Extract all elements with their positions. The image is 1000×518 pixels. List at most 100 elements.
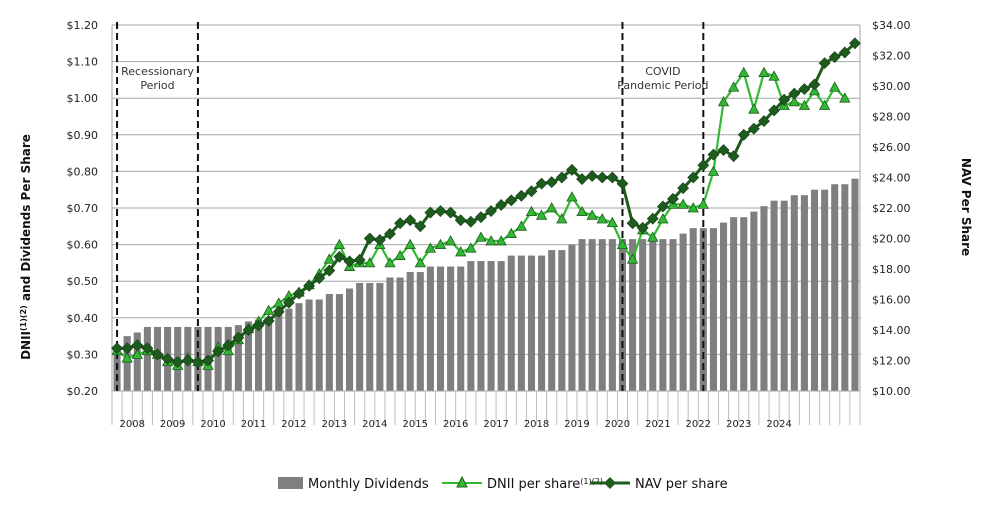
nav-point xyxy=(262,314,275,327)
dividend-bar xyxy=(346,288,354,391)
nav-point xyxy=(111,342,123,355)
dividend-bar xyxy=(720,222,728,391)
dnii-point xyxy=(687,202,699,213)
nav-point xyxy=(212,345,225,358)
nav-point xyxy=(555,171,568,184)
nav-point xyxy=(151,348,164,361)
dnii-point xyxy=(748,103,760,114)
dnii-point xyxy=(465,242,477,253)
dnii-point xyxy=(647,231,659,242)
right-tick-label: $26.00 xyxy=(872,141,911,154)
dividend-bar xyxy=(376,283,384,391)
nav-point xyxy=(161,353,174,365)
dividend-bar xyxy=(629,239,637,391)
left-tick-label: $0.80 xyxy=(67,165,99,178)
dnii-point xyxy=(333,238,346,250)
nav-point xyxy=(131,339,144,352)
year-label: 2009 xyxy=(160,419,185,430)
left-tick-label: $0.70 xyxy=(67,202,99,215)
nav-point xyxy=(424,206,437,219)
nav-point xyxy=(444,206,457,219)
year-label: 2024 xyxy=(766,419,791,430)
nav-point xyxy=(808,78,821,91)
dividend-bar xyxy=(760,206,768,391)
year-label: 2021 xyxy=(645,419,670,430)
dividend-bar xyxy=(679,233,687,391)
dividend-bar xyxy=(558,250,566,391)
nav-point xyxy=(818,57,831,70)
dnii-point xyxy=(566,191,578,202)
dividend-bar xyxy=(315,299,323,391)
year-label: 2011 xyxy=(241,419,266,430)
dnii-point xyxy=(556,213,568,224)
nav-point xyxy=(697,159,710,172)
nav-point xyxy=(576,173,588,185)
nav-point xyxy=(293,287,305,300)
left-tick-label: $0.50 xyxy=(67,275,99,288)
dnii-point xyxy=(414,257,426,268)
dividend-bar xyxy=(143,326,151,391)
nav-point xyxy=(252,319,265,332)
right-tick-label: $16.00 xyxy=(872,294,911,307)
dnii-point xyxy=(839,92,851,103)
dividend-bar xyxy=(467,261,475,391)
year-label: 2008 xyxy=(119,419,144,430)
legend-label-dnii: DNII per share(1)(2) xyxy=(487,477,603,493)
dnii-point xyxy=(626,253,639,264)
nav-point xyxy=(656,200,669,213)
nav-point xyxy=(323,264,336,277)
dividend-bar xyxy=(133,332,141,391)
period-annotation-line1: COVID xyxy=(645,65,680,78)
period-annotation-line2: Pandemic Period xyxy=(617,79,708,92)
nav-point xyxy=(303,279,316,292)
nav-point xyxy=(727,150,740,163)
dnii-point xyxy=(576,205,588,217)
nav-point xyxy=(737,128,750,141)
dividend-bar xyxy=(335,294,343,391)
nav-point xyxy=(626,217,639,230)
dividend-bar xyxy=(477,261,485,391)
dnii-point xyxy=(798,99,811,110)
nav-point xyxy=(222,339,235,352)
nav-point xyxy=(545,176,558,188)
dnii-point xyxy=(515,220,528,231)
dividend-bar xyxy=(659,239,667,391)
dnii-point xyxy=(444,235,457,246)
dnii-point xyxy=(384,257,396,268)
dividend-bar xyxy=(740,217,748,391)
nav-point xyxy=(394,217,407,230)
dividend-bar xyxy=(305,299,313,391)
nav-point xyxy=(707,148,720,161)
dividend-bar xyxy=(447,266,455,391)
nav-point xyxy=(788,87,801,100)
nav-point xyxy=(353,253,366,266)
dividend-bar xyxy=(841,184,849,391)
right-tick-label: $20.00 xyxy=(872,233,911,246)
left-tick-label: $0.40 xyxy=(67,312,99,325)
dnii-point xyxy=(495,235,507,246)
nav-point xyxy=(313,272,326,285)
nav-point xyxy=(464,215,477,228)
right-tick-label: $34.00 xyxy=(872,19,911,32)
right-axis-title: NAV Per Share xyxy=(959,158,973,256)
dnii-point xyxy=(586,209,598,220)
year-label: 2017 xyxy=(483,419,508,430)
dnii-point xyxy=(606,216,619,228)
right-tick-label: $22.00 xyxy=(872,202,911,215)
left-tick-label: $0.30 xyxy=(67,348,99,361)
dividend-bar xyxy=(800,195,808,391)
nav-point xyxy=(454,214,467,227)
year-label: 2022 xyxy=(686,419,711,430)
dnii-point xyxy=(829,81,841,92)
legend-label-nav: NAV per share xyxy=(635,477,728,492)
nav-point xyxy=(616,177,629,190)
nav-point xyxy=(373,234,386,246)
dnii-point xyxy=(697,198,710,209)
nav-point xyxy=(333,250,346,263)
left-tick-label: $0.90 xyxy=(67,129,99,142)
dividend-bar xyxy=(214,326,222,391)
nav-point xyxy=(363,232,376,245)
dividend-bar xyxy=(234,325,242,391)
nav-point xyxy=(636,221,649,234)
